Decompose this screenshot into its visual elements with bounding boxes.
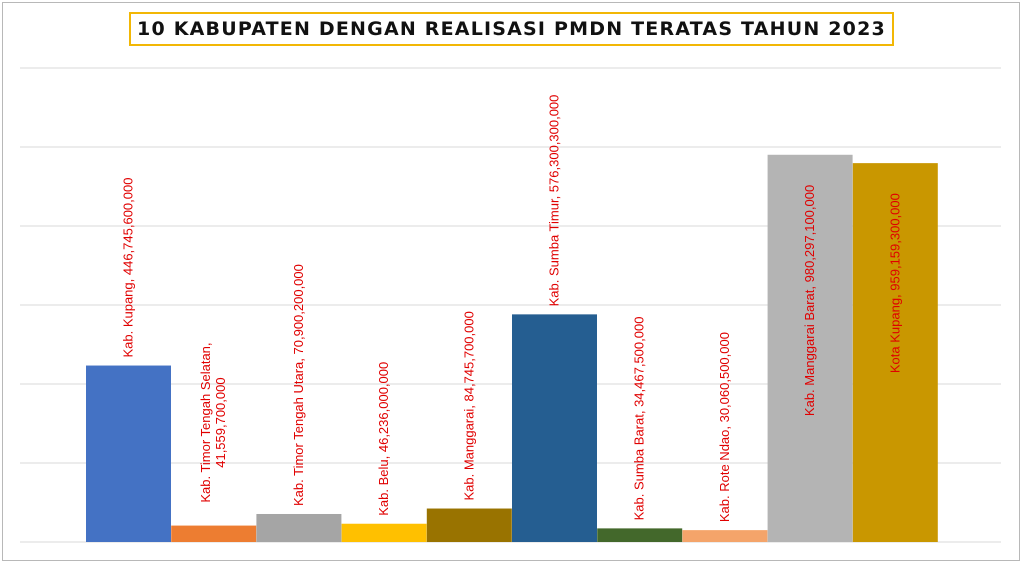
bar [426,508,512,542]
data-label-line: Kab. Sumba Barat, 34,467,500,000 [632,317,647,521]
bar [171,525,257,542]
bar [512,314,597,542]
bar [341,523,427,542]
data-label-line: Kab. Manggarai Barat, 980,297,100,000 [802,185,817,416]
bar [682,530,768,542]
chart-title: 10 KABUPATEN DENGAN REALISASI PMDN TERAT… [129,12,894,46]
data-label: Kab. Sumba Barat, 34,467,500,000 [632,317,647,521]
bar [767,154,853,542]
bar [852,163,938,542]
data-label: Kab. Sumba Timur, 576,300,300,000 [547,95,562,307]
data-label: Kab. Timor Tengah Selatan,41,559,700,000 [198,342,228,502]
data-label: Kab. Manggarai, 84,745,700,000 [461,311,476,500]
data-label: Kab. Rote Ndao, 30,060,500,000 [717,332,732,522]
data-label-line: Kab. Sumba Timur, 576,300,300,000 [547,95,562,307]
data-label-line: Kab. Belu, 46,236,000,000 [376,362,391,516]
data-label: Kota Kupang, 959,159,300,000 [887,193,902,373]
bar [86,365,171,542]
data-label: Kab. Timor Tengah Utara, 70,900,200,000 [291,264,306,506]
bar [597,528,683,542]
data-label-line: 41,559,700,000 [213,377,228,467]
data-label-line: Kab. Timor Tengah Selatan, [198,342,213,502]
data-label: Kab. Belu, 46,236,000,000 [376,362,391,516]
data-label-line: Kota Kupang, 959,159,300,000 [887,193,902,373]
data-label: Kab. Kupang, 446,745,600,000 [121,178,136,358]
bar [256,513,342,542]
data-label-line: Kab. Manggarai, 84,745,700,000 [461,311,476,500]
data-label-line: Kab. Kupang, 446,745,600,000 [121,178,136,358]
data-label-line: Kab. Timor Tengah Utara, 70,900,200,000 [291,264,306,506]
data-label: Kab. Manggarai Barat, 980,297,100,000 [802,185,817,416]
data-label-line: Kab. Rote Ndao, 30,060,500,000 [717,332,732,522]
